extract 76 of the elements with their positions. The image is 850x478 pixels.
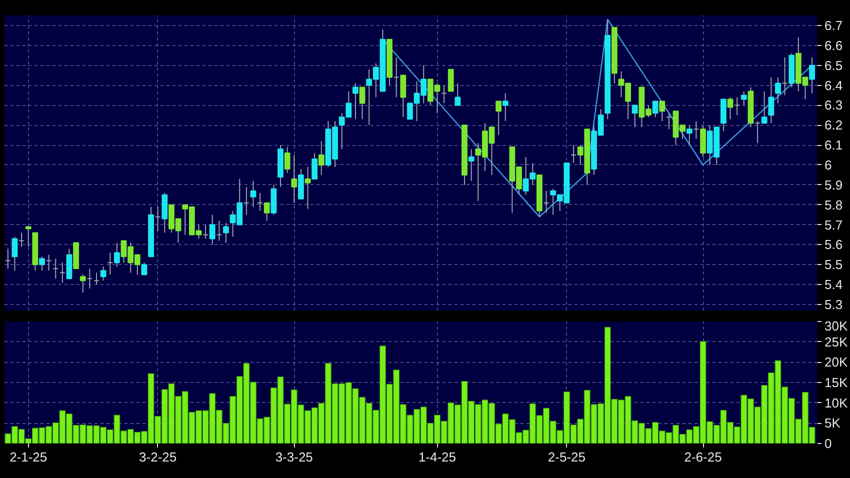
y-tick-label: 25K (824, 334, 848, 350)
candlestick (312, 152, 318, 180)
candlestick (94, 272, 100, 286)
y-tick-label: 10K (824, 395, 848, 410)
y-tick-label: 6.6 (824, 38, 843, 53)
candlestick (202, 224, 208, 240)
candlestick (46, 254, 52, 272)
x-tick-label: 3-3-25 (275, 450, 313, 464)
candlestick (257, 192, 264, 212)
x-tick-label: 2-5-25 (548, 450, 586, 464)
candlestick (243, 186, 250, 216)
y-tick-label: 5.8 (824, 197, 843, 212)
y-tick-label: 6.7 (824, 18, 843, 33)
candlestick (468, 148, 474, 182)
candlestick (154, 206, 161, 232)
candlestick (809, 56, 815, 94)
candlestick (448, 68, 454, 92)
candlestick (543, 190, 550, 214)
candlestick (441, 84, 448, 104)
candlestick (652, 100, 658, 118)
y-tick-label: 5.7 (824, 217, 843, 232)
x-tick-label: 2-1-25 (10, 450, 48, 464)
candlestick (570, 144, 576, 164)
candlestick (359, 86, 366, 120)
candlestick (223, 222, 229, 244)
y-tick-label: 15K (824, 375, 848, 390)
candlestick (740, 90, 747, 106)
candlestick (768, 76, 774, 124)
candlestick (454, 82, 461, 106)
candlestick (107, 252, 114, 276)
y-tick-label: 6 (824, 157, 832, 172)
candlestick (734, 96, 740, 116)
candlestick (86, 268, 93, 290)
candlestick (659, 100, 666, 122)
candlestick (291, 154, 298, 204)
candlestick (502, 92, 508, 122)
y-tick-label: 6.3 (824, 98, 843, 113)
candlestick (4, 248, 11, 270)
candlestick (318, 140, 324, 176)
x-tick-label: 3-2-25 (139, 450, 177, 464)
candlestick (216, 220, 222, 242)
candlestick (284, 146, 290, 174)
y-tick-label: 5K (824, 416, 841, 431)
y-tick-label: 0 (824, 436, 832, 451)
y-tick-label: 5.9 (824, 177, 843, 192)
candlestick (782, 56, 788, 96)
y-tick-label: 30K (824, 318, 848, 334)
candlestick (754, 120, 760, 144)
x-tick-label: 1-4-25 (418, 450, 456, 464)
y-tick-label: 5.4 (824, 277, 843, 292)
candlestick (52, 258, 59, 280)
y-tick-label: 5.5 (824, 257, 843, 272)
y-tick-label: 5.6 (824, 237, 843, 252)
y-tick-label: 6.4 (824, 78, 843, 93)
candlestick (352, 82, 358, 120)
candlestick (141, 262, 148, 276)
y-tick-label: 6.2 (824, 118, 843, 133)
candlestick (496, 100, 502, 136)
candlestick (59, 262, 66, 284)
candlestick (632, 104, 638, 128)
candlestick (304, 166, 311, 210)
candlestick (270, 184, 277, 216)
candlestick (25, 226, 32, 248)
candlestick (393, 56, 400, 98)
y-tick-label: 6.5 (824, 58, 843, 73)
y-tick-label: 6.1 (824, 138, 843, 153)
y-tick-label: 5.3 (824, 297, 843, 312)
y-tick-label: 20K (824, 354, 848, 370)
candlestick (693, 120, 700, 140)
candlestick (720, 98, 726, 132)
x-tick-label: 2-6-25 (684, 450, 722, 464)
candlestick (18, 232, 24, 248)
candlestick (250, 180, 256, 208)
candlestick (100, 266, 106, 282)
candlestick (666, 112, 672, 130)
candlestick (298, 168, 304, 200)
